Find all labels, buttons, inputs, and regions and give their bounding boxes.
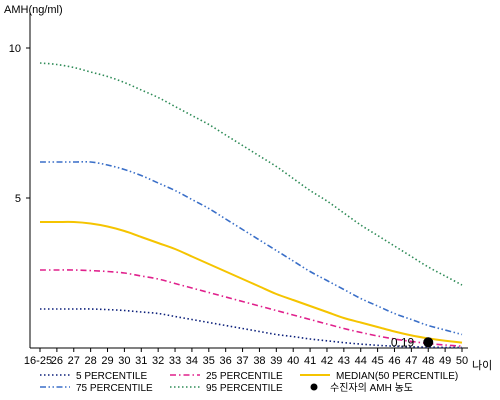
x-axis-title: 나이: [472, 359, 492, 372]
x-tick-label: 46: [388, 355, 400, 367]
y-tick-label: 5: [15, 193, 21, 205]
legend-marker-label: 수진자의 AMH 농도: [330, 382, 413, 394]
legend-label: 95 PERCENTILE: [206, 383, 283, 394]
x-tick-label: 50: [456, 355, 468, 367]
legend-label: 25 PERCENTILE: [206, 371, 283, 382]
patient-marker: 0.19: [391, 335, 434, 349]
x-tick-label: 27: [68, 355, 80, 367]
x-tick-label: 43: [338, 355, 350, 367]
x-tick-label: 41: [304, 355, 316, 367]
x-tick-label: 31: [135, 355, 147, 367]
x-tick-label: 29: [101, 355, 113, 367]
legend-label: MEDIAN(50 PERCENTILE): [336, 371, 458, 382]
x-tick-label: 35: [203, 355, 215, 367]
x-tick-label: 16-25: [24, 355, 52, 367]
x-tick-label: 36: [220, 355, 232, 367]
y-axis-title: AMH(ng/ml): [4, 4, 63, 16]
x-tick-label: 30: [118, 355, 130, 367]
x-tick-label: 32: [152, 355, 164, 367]
x-tick-label: 40: [287, 355, 299, 367]
patient-marker-dot: [423, 337, 434, 348]
series-line: [40, 269, 463, 347]
x-tick-label: 48: [422, 355, 434, 367]
series-lines: [39, 62, 463, 349]
legend-label: 5 PERCENTILE: [76, 371, 147, 382]
legend-marker-dot: [310, 383, 318, 391]
x-tick-label: 45: [371, 355, 383, 367]
series-line: [40, 220, 463, 344]
x-tick-label: 34: [186, 355, 198, 367]
legend: 5 PERCENTILE 25 PERCENTILE MEDIAN(50 PERCE…: [40, 371, 458, 394]
series-line: [39, 62, 463, 286]
x-tick-label: 38: [253, 355, 265, 367]
x-tick-label: 39: [270, 355, 282, 367]
x-tick-label: 44: [355, 355, 367, 367]
series-line: [40, 160, 463, 336]
x-tick-label: 33: [169, 355, 181, 367]
x-tick-label: 37: [236, 355, 248, 367]
x-tick-label: 49: [439, 355, 451, 367]
x-tick-label: 26: [51, 355, 63, 367]
x-tick-label: 28: [85, 355, 97, 367]
y-tick-label: 10: [9, 43, 21, 55]
x-tick-label: 42: [321, 355, 333, 367]
x-tick-label: 47: [405, 355, 417, 367]
series-line: [40, 308, 463, 349]
legend-label: 75 PERCENTILE: [76, 383, 153, 394]
patient-marker-label: 0.19: [391, 335, 415, 349]
